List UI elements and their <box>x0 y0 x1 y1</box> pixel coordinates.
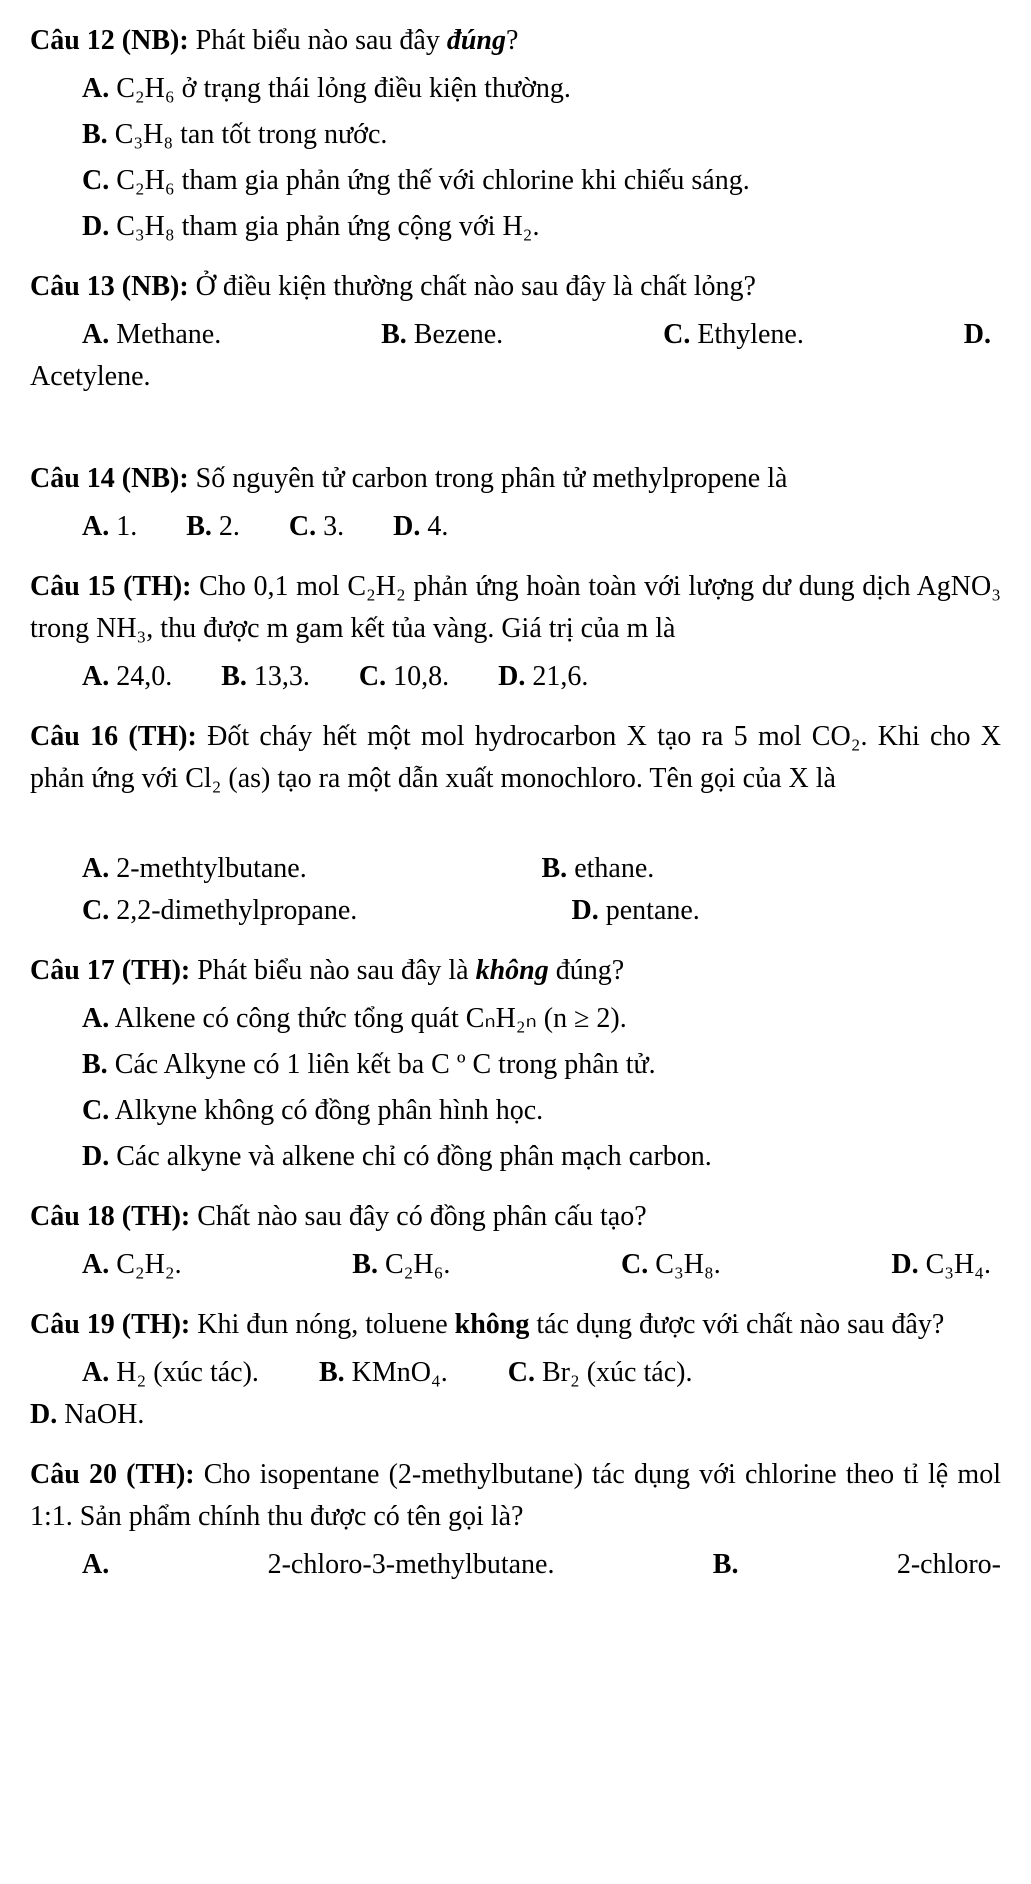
q15-opt-c: C. 10,8. <box>359 661 449 692</box>
q17-suffix: đúng? <box>549 955 624 986</box>
q14-opt-b: B. 2. <box>186 511 240 542</box>
q17-prefix: Câu 17 (TH): <box>30 955 190 986</box>
q16-options-row1: A. 2-methtylbutane. B. ethane. <box>30 848 1001 890</box>
q14-options: A. 1. B. 2. C. 3. D. 4. <box>30 506 1001 548</box>
question-13: Câu 13 (NB): Ở điều kiện thường chất nào… <box>30 266 1001 398</box>
q14-opt-d: D. 4. <box>393 511 448 542</box>
question-18: Câu 18 (TH): Chất nào sau đây có đồng ph… <box>30 1196 1001 1286</box>
q16-opt-c: C. 2,2-dimethylpropane. <box>82 890 512 932</box>
q12-opt-d: D. C₃H₈ tham gia phản ứng cộng với H₂. <box>82 206 1001 248</box>
q15-prefix: Câu 15 (TH): <box>30 571 192 602</box>
q19-opt-a: A. H₂ (xúc tác). <box>82 1352 259 1394</box>
question-15: Câu 15 (TH): Cho 0,1 mol C₂H₂ phản ứng h… <box>30 566 1001 698</box>
q13-opt-c: C. Ethylene. <box>663 314 804 356</box>
question-12: Câu 12 (NB): Phát biểu nào sau đây đúng?… <box>30 20 1001 248</box>
q20-opt-b-text: 2-chloro- <box>897 1544 1001 1586</box>
question-14: Câu 14 (NB): Số nguyên tử carbon trong p… <box>30 458 1001 548</box>
q18-stem: Câu 18 (TH): Chất nào sau đây có đồng ph… <box>30 1196 1001 1238</box>
q12-suffix: ? <box>506 25 518 56</box>
q12-text: Phát biểu nào sau đây <box>189 25 447 56</box>
q14-text: Số nguyên tử carbon trong phân tử methyl… <box>189 463 788 494</box>
q18-options: A. C₂H₂. B. C₂H₆. C. C₃H₈. D. C₃H₄. <box>30 1244 1001 1286</box>
q12-emph: đúng <box>447 25 506 56</box>
q12-opt-c: C. C₂H₆ tham gia phản ứng thế với chlori… <box>30 160 1001 202</box>
question-19: Câu 19 (TH): Khi đun nóng, toluene không… <box>30 1304 1001 1436</box>
q18-opt-d: D. C₃H₄. <box>891 1244 991 1286</box>
q17-opt-a: A. Alkene có công thức tổng quát CₙH₂ₙ (… <box>82 998 1001 1040</box>
q19-text1: Khi đun nóng, toluene <box>190 1309 454 1340</box>
q19-prefix: Câu 19 (TH): <box>30 1309 190 1340</box>
q14-opt-c: C. 3. <box>289 511 344 542</box>
q15-opt-d: D. 21,6. <box>498 661 588 692</box>
q17-emph: không <box>476 955 549 986</box>
q17-text: Phát biểu nào sau đây là <box>190 955 475 986</box>
q15-opt-b: B. 13,3. <box>221 661 310 692</box>
q16-prefix: Câu 16 (TH): <box>30 721 197 752</box>
q13-opt-a: A. Methane. <box>82 314 221 356</box>
q17-opt-c: C. Alkyne không có đồng phân hình học. <box>82 1090 1001 1132</box>
q18-text: Chất nào sau đây có đồng phân cấu tạo? <box>190 1201 646 1232</box>
q18-opt-b: B. C₂H₆. <box>352 1244 450 1286</box>
q16-options-row2: C. 2,2-dimethylpropane. D. pentane. <box>30 890 1001 932</box>
q14-prefix: Câu 14 (NB): <box>30 463 189 494</box>
q19-bold: không <box>455 1309 530 1340</box>
q19-options-row1: A. H₂ (xúc tác). B. KMnO₄. C. Br₂ (xúc t… <box>30 1352 1001 1394</box>
q16-opt-d: D. pentane. <box>512 890 1002 932</box>
q17-stem: Câu 17 (TH): Phát biểu nào sau đây là kh… <box>30 950 1001 992</box>
question-16: Câu 16 (TH): Đốt cháy hết một mol hydroc… <box>30 716 1001 932</box>
q12-opt-a: A. C₂H₆ ở trạng thái lỏng điều kiện thườ… <box>82 68 1001 110</box>
q19-opt-c: C. Br₂ (xúc tác). <box>508 1352 693 1394</box>
q18-opt-a: A. C₂H₂. <box>82 1244 182 1286</box>
q20-opt-a-text: 2-chloro-3-methylbutane. <box>268 1544 555 1586</box>
q12-stem: Câu 12 (NB): Phát biểu nào sau đây đúng? <box>30 20 1001 62</box>
q17-opt-d: D. Các alkyne và alkene chỉ có đồng phân… <box>82 1136 1001 1178</box>
q20-stem: Câu 20 (TH): Cho isopentane (2-methylbut… <box>30 1454 1001 1538</box>
q13-options-row1: A. Methane. B. Bezene. C. Ethylene. D. <box>30 314 1001 356</box>
q19-stem: Câu 19 (TH): Khi đun nóng, toluene không… <box>30 1304 1001 1346</box>
q18-opt-c: C. C₃H₈. <box>621 1244 721 1286</box>
q20-options: A. 2-chloro-3-methylbutane. B. 2-chloro- <box>30 1544 1001 1586</box>
q20-prefix: Câu 20 (TH): <box>30 1459 195 1490</box>
q13-opt-b: B. Bezene. <box>381 314 503 356</box>
q18-prefix: Câu 18 (TH): <box>30 1201 190 1232</box>
q16-opt-b: B. ethane. <box>542 848 1002 890</box>
q15-stem: Câu 15 (TH): Cho 0,1 mol C₂H₂ phản ứng h… <box>30 566 1001 650</box>
q16-opt-a: A. 2-methtylbutane. <box>82 848 542 890</box>
q12-prefix: Câu 12 (NB): <box>30 25 189 56</box>
q20-opt-a-label: A. <box>82 1544 109 1586</box>
q13-prefix: Câu 13 (NB): <box>30 271 189 302</box>
q14-stem: Câu 14 (NB): Số nguyên tử carbon trong p… <box>30 458 1001 500</box>
q17-opt-b: B. Các Alkyne có 1 liên kết ba C º C tro… <box>82 1044 1001 1086</box>
q15-opt-a: A. 24,0. <box>82 661 172 692</box>
q12-opt-b: B. C₃H₈ tan tốt trong nước. <box>82 114 1001 156</box>
q19-text2: tác dụng được với chất nào sau đây? <box>529 1309 944 1340</box>
q13-opt-d-label: D. <box>964 314 991 356</box>
q14-opt-a: A. 1. <box>82 511 137 542</box>
q19-opt-d: D. NaOH. <box>30 1394 1001 1436</box>
q20-opt-b-label: B. <box>713 1544 739 1586</box>
q19-opt-b: B. KMnO₄. <box>319 1352 448 1394</box>
question-17: Câu 17 (TH): Phát biểu nào sau đây là kh… <box>30 950 1001 1178</box>
q16-stem: Câu 16 (TH): Đốt cháy hết một mol hydroc… <box>30 716 1001 800</box>
q13-text: Ở điều kiện thường chất nào sau đây là c… <box>189 271 756 302</box>
q15-options: A. 24,0. B. 13,3. C. 10,8. D. 21,6. <box>30 656 1001 698</box>
question-20: Câu 20 (TH): Cho isopentane (2-methylbut… <box>30 1454 1001 1586</box>
q13-opt-d-text: Acetylene. <box>30 356 1001 398</box>
q13-stem: Câu 13 (NB): Ở điều kiện thường chất nào… <box>30 266 1001 308</box>
